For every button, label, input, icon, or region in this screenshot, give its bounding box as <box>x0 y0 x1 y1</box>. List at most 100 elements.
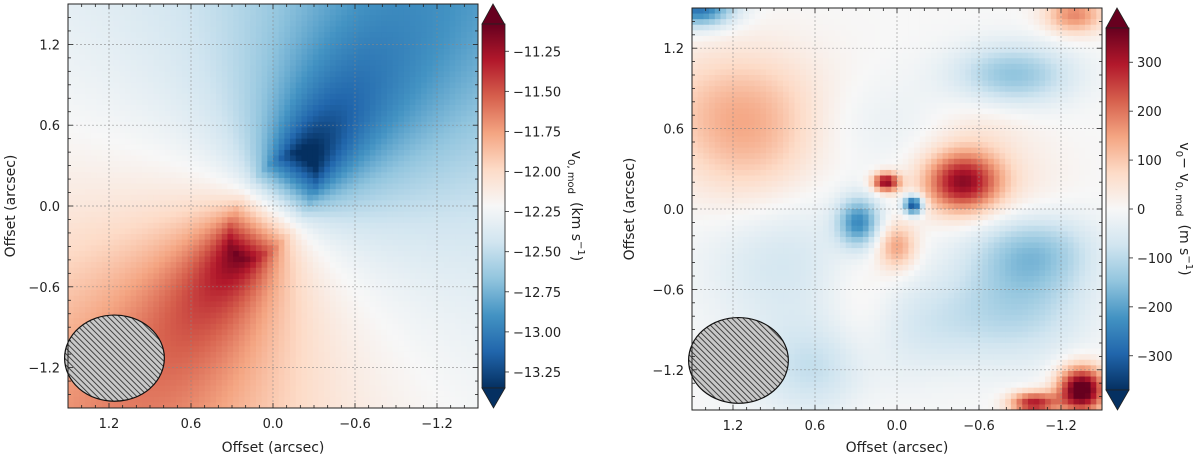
heatmap-cell <box>221 194 229 201</box>
heatmap-cell <box>375 200 382 207</box>
heatmap-cell <box>68 43 75 50</box>
heatmap-cell <box>392 37 399 44</box>
heatmap-cell <box>358 391 365 398</box>
heatmap-cell <box>68 60 75 67</box>
heatmap-cell <box>250 256 257 263</box>
heatmap-cell <box>403 239 411 246</box>
heatmap-cell <box>119 245 126 252</box>
heatmap-cell <box>426 93 434 100</box>
heatmap-cell <box>216 189 223 196</box>
heatmap-cell <box>261 9 268 16</box>
heatmap-cell <box>381 329 388 336</box>
heatmap-cell <box>198 138 206 145</box>
heatmap-cell <box>318 4 325 11</box>
heatmap-cell <box>164 177 172 185</box>
heatmap-cell <box>181 262 189 269</box>
heatmap-cell <box>102 15 109 22</box>
heatmap-cell <box>449 262 456 269</box>
heatmap-cell <box>347 32 354 39</box>
heatmap-cell <box>449 346 456 353</box>
heatmap-cell <box>318 166 325 173</box>
heatmap-cell <box>181 402 189 408</box>
heatmap-cell <box>415 284 422 291</box>
heatmap-cell <box>364 318 371 325</box>
heatmap-cell <box>329 144 337 151</box>
heatmap-cell <box>318 26 325 33</box>
heatmap-cell <box>273 93 280 100</box>
heatmap-cell <box>358 105 365 112</box>
heatmap-cell <box>455 262 462 269</box>
heatmap-cell <box>193 379 200 387</box>
heatmap-cell <box>102 278 109 286</box>
heatmap-cell <box>261 256 268 263</box>
heatmap-cell <box>335 256 342 263</box>
heatmap-cell <box>369 32 377 39</box>
heatmap-cell <box>68 99 75 106</box>
heatmap-cell <box>221 32 229 39</box>
heatmap-cell <box>409 133 416 140</box>
heatmap-cell <box>170 76 177 84</box>
heatmap-cell <box>147 262 155 269</box>
heatmap-cell <box>181 76 189 84</box>
heatmap-cell <box>221 211 229 218</box>
heatmap-cell <box>398 217 405 224</box>
heatmap-cell <box>358 138 365 145</box>
heatmap-cell <box>255 60 263 67</box>
heatmap-cell <box>295 312 303 319</box>
heatmap-cell <box>255 138 263 145</box>
heatmap-cell <box>216 149 223 157</box>
heatmap-cell <box>369 172 377 179</box>
heatmap-cell <box>381 116 388 123</box>
heatmap-cell <box>159 99 166 106</box>
heatmap-cell <box>318 323 325 331</box>
heatmap-cell <box>438 351 445 359</box>
heatmap-cell <box>290 346 297 353</box>
heatmap-cell <box>181 82 189 89</box>
heatmap-cell <box>164 76 172 84</box>
heatmap-cell <box>79 20 86 28</box>
heatmap-cell <box>392 54 399 61</box>
heatmap-cell <box>409 88 416 95</box>
heatmap-cell <box>403 9 411 16</box>
heatmap-cell <box>176 48 183 56</box>
heatmap-cell <box>403 402 411 408</box>
heatmap-cell <box>335 346 342 353</box>
heatmap-cell <box>85 26 92 33</box>
heatmap-cell <box>381 245 388 252</box>
heatmap-cell <box>198 222 206 230</box>
heatmap-cell <box>267 172 274 179</box>
heatmap-cell <box>364 228 371 235</box>
heatmap-cell <box>119 82 126 89</box>
heatmap-cell <box>392 374 399 381</box>
heatmap-cell <box>96 166 103 173</box>
heatmap-cell <box>301 234 308 241</box>
heatmap-cell <box>68 211 75 218</box>
heatmap-cell <box>176 4 183 11</box>
heatmap-cell <box>255 121 263 129</box>
heatmap-cell <box>341 32 348 39</box>
heatmap-cell <box>290 267 297 274</box>
heatmap-cell <box>136 245 143 252</box>
heatmap-cell <box>267 340 274 347</box>
heatmap-cell <box>147 189 155 196</box>
heatmap-cell <box>335 200 342 207</box>
heatmap-cell <box>255 71 263 78</box>
heatmap-cell <box>415 43 422 50</box>
heatmap-cell <box>318 290 325 297</box>
heatmap-cell <box>113 133 120 140</box>
heatmap-cell <box>210 15 217 22</box>
heatmap-cell <box>392 88 399 95</box>
heatmap-cell <box>455 402 462 408</box>
heatmap-cell <box>90 402 98 408</box>
heatmap-cell <box>375 105 382 112</box>
heatmap-cell <box>426 60 434 67</box>
heatmap-cell <box>159 116 166 123</box>
heatmap-cell <box>290 318 297 325</box>
heatmap-cell <box>198 307 206 314</box>
heatmap-cell <box>221 99 229 106</box>
heatmap-cell <box>164 144 172 151</box>
heatmap-cell <box>375 363 382 370</box>
heatmap-cell <box>107 278 115 286</box>
heatmap-cell <box>324 105 331 112</box>
heatmap-cell <box>392 65 399 72</box>
